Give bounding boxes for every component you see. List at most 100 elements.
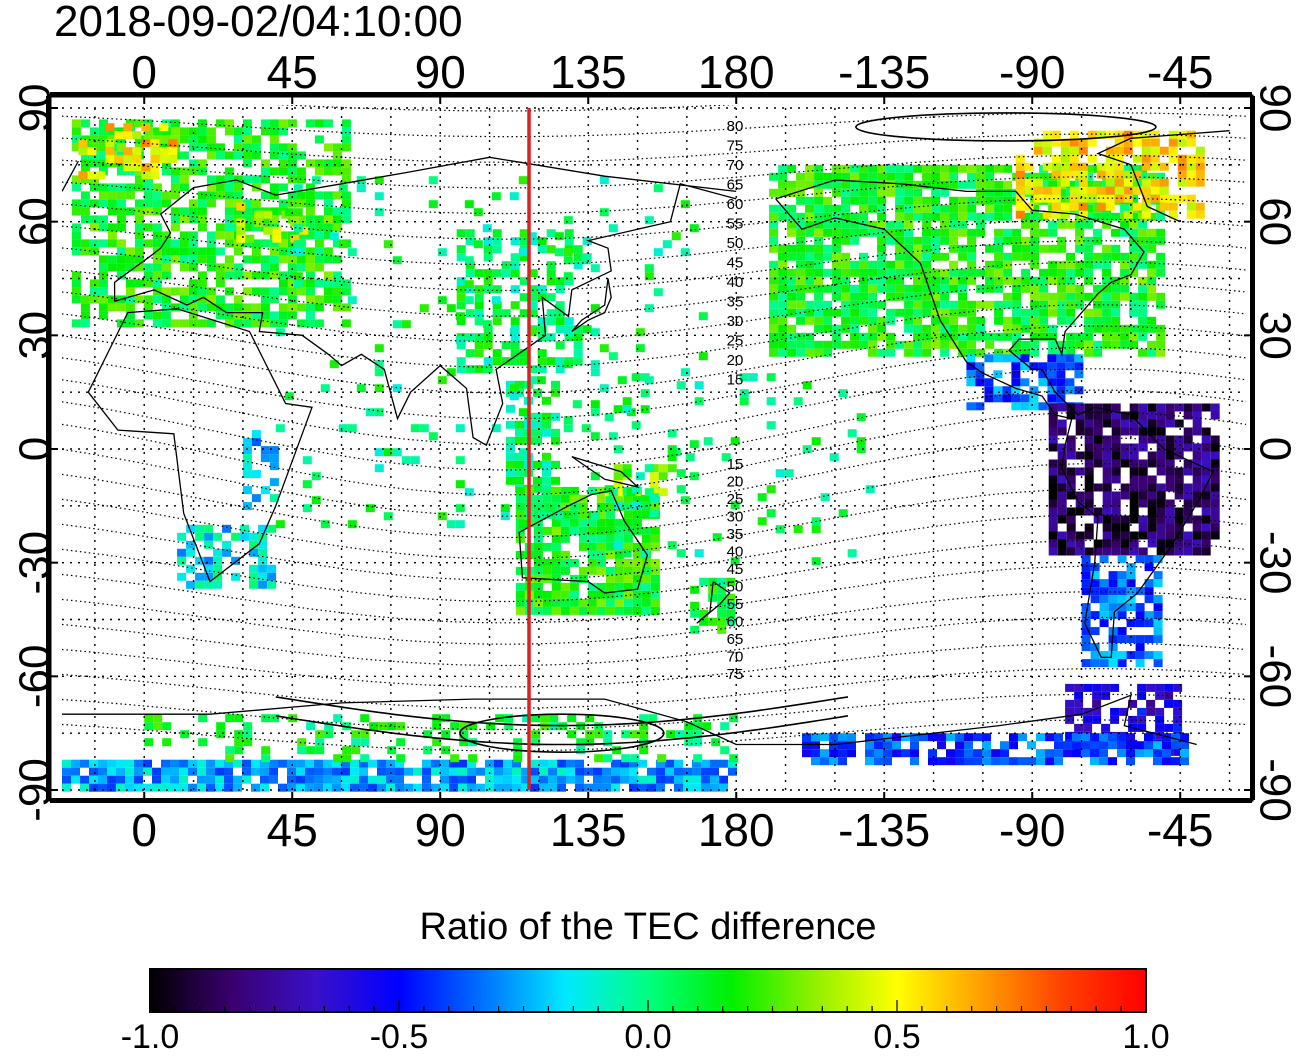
tec-cell — [698, 312, 708, 321]
tec-cell — [1102, 212, 1112, 221]
tec-cell — [832, 220, 842, 229]
tec-cell — [985, 164, 995, 173]
tec-cell — [868, 292, 878, 301]
tec-cell — [186, 548, 196, 557]
tec-cell — [1174, 515, 1184, 524]
tec-cell — [188, 239, 198, 248]
tec-cell — [832, 228, 842, 237]
tec-cell — [510, 341, 520, 350]
tec-cell — [1186, 154, 1196, 163]
tec-cell — [519, 349, 529, 358]
tec-cell — [1090, 627, 1100, 636]
tec-cell — [1003, 332, 1013, 341]
tec-cell — [1147, 403, 1157, 412]
tec-cell — [1065, 731, 1075, 740]
tec-cell — [206, 247, 216, 256]
tec-cell — [913, 204, 923, 213]
tec-cell — [563, 256, 573, 265]
tec-cell — [533, 558, 543, 567]
tec-cell — [224, 175, 234, 184]
tec-cell — [605, 526, 615, 535]
tec-cell — [1117, 611, 1127, 620]
lat-tick-label: -60 — [1250, 645, 1296, 709]
tec-cell — [1153, 579, 1163, 588]
tec-cell — [985, 212, 995, 221]
tec-cell — [1090, 659, 1100, 668]
tec-cell — [1002, 394, 1012, 403]
tec-cell — [569, 526, 579, 535]
tec-cell — [883, 757, 892, 766]
tec-cell — [170, 167, 180, 176]
tec-cell — [604, 413, 614, 422]
tec-cell — [958, 204, 968, 213]
tec-cell — [895, 292, 905, 301]
tec-cell — [1102, 451, 1112, 460]
tec-cell — [649, 464, 659, 473]
tec-cell — [613, 464, 623, 473]
tec-cell — [886, 220, 896, 229]
contour-line — [62, 176, 1246, 215]
tec-cell — [456, 293, 466, 302]
tec-cell — [811, 741, 820, 750]
tec-cell — [1030, 260, 1040, 269]
tec-cell — [374, 408, 384, 417]
tec-cell — [717, 585, 727, 594]
tec-cell — [1099, 741, 1108, 750]
tec-cell — [224, 127, 234, 136]
tec-cell — [1102, 220, 1112, 229]
tec-cell — [1177, 170, 1187, 179]
tec-cell — [814, 292, 824, 301]
tec-cell — [305, 191, 315, 200]
tec-cell — [1141, 138, 1151, 147]
tec-cell — [976, 196, 986, 205]
tec-cell — [967, 196, 977, 205]
tec-cell — [910, 741, 919, 750]
tec-cell — [332, 767, 341, 776]
tec-cell — [377, 775, 386, 784]
tec-cell — [500, 504, 510, 513]
tec-cell — [179, 151, 189, 160]
tec-cell — [242, 199, 252, 208]
tec-cell — [161, 199, 171, 208]
tec-cell — [1126, 595, 1136, 604]
tec-cell — [1135, 635, 1145, 644]
tec-cell — [1084, 467, 1094, 476]
tec-cell — [323, 247, 333, 256]
tec-cell — [323, 199, 333, 208]
tec-cell — [153, 714, 163, 723]
tec-cell — [278, 159, 288, 168]
tec-cell — [197, 135, 207, 144]
tec-cell — [1057, 427, 1067, 436]
tec-cell — [243, 738, 253, 747]
tec-cell — [1201, 547, 1211, 556]
tec-cell — [904, 300, 914, 309]
colorbar-tick-label: 1.0 — [1122, 1018, 1170, 1056]
tec-cell — [1003, 292, 1013, 301]
tec-cell — [631, 373, 641, 382]
tec-cell — [1165, 419, 1175, 428]
tec-cell — [116, 263, 126, 272]
tec-cell — [251, 143, 261, 152]
tec-cell — [1030, 324, 1040, 333]
tec-cell — [305, 279, 315, 288]
tec-cell — [314, 159, 324, 168]
tec-cell — [89, 287, 99, 296]
tec-cell — [1129, 340, 1139, 349]
tec-cell — [1078, 186, 1088, 195]
tec-cell — [1048, 499, 1058, 508]
tec-cell — [805, 196, 815, 205]
tec-cell — [251, 311, 261, 320]
tec-cell — [868, 268, 878, 277]
tec-cell — [464, 296, 474, 305]
tec-cell — [80, 319, 90, 328]
tec-cell — [964, 749, 973, 758]
tec-cell — [671, 232, 681, 241]
tec-cell — [542, 494, 552, 503]
tec-cell — [213, 548, 223, 557]
tec-cell — [1066, 531, 1076, 540]
tec-cell — [224, 151, 234, 160]
tec-cell — [419, 424, 429, 433]
tec-cell — [1093, 300, 1103, 309]
tec-cell — [1138, 435, 1148, 444]
tec-cell — [1087, 186, 1097, 195]
